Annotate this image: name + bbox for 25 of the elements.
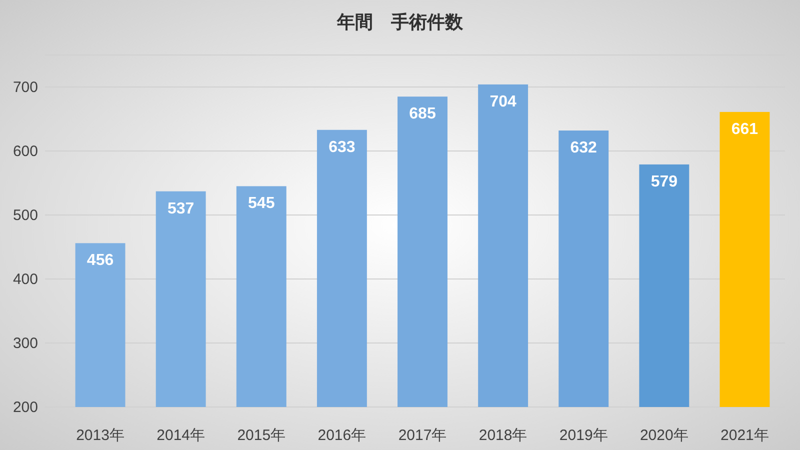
x-tick-label: 2019年 — [559, 427, 608, 444]
x-tick-label: 2015年 — [237, 427, 286, 444]
y-tick-label: 500 — [12, 207, 38, 224]
x-tick-label: 2018年 — [478, 427, 528, 444]
chart-title: 年間 手術件数 — [336, 12, 464, 32]
data-label: 545 — [248, 195, 275, 212]
x-tick-label: 2016年 — [318, 427, 366, 444]
y-tick-label: 400 — [12, 271, 38, 288]
y-tick-label: 300 — [12, 335, 38, 352]
data-label: 633 — [328, 138, 356, 156]
x-tick-label: 2013年 — [76, 427, 124, 444]
data-label: 579 — [650, 173, 678, 190]
y-tick-label: 600 — [12, 143, 38, 160]
x-tick-label: 2021年 — [720, 427, 769, 444]
y-tick-label: 700 — [12, 79, 38, 96]
data-label: 704 — [490, 93, 516, 110]
data-label: 537 — [167, 200, 194, 218]
data-label: 685 — [409, 106, 436, 123]
data-label: 456 — [86, 252, 114, 270]
x-tick-label: 2020年 — [640, 427, 688, 444]
data-label: 661 — [731, 120, 758, 138]
x-tick-label: 2017年 — [398, 427, 447, 444]
data-label: 632 — [570, 140, 598, 157]
y-tick-label: 200 — [12, 399, 38, 416]
x-tick-label: 2014年 — [156, 427, 206, 444]
